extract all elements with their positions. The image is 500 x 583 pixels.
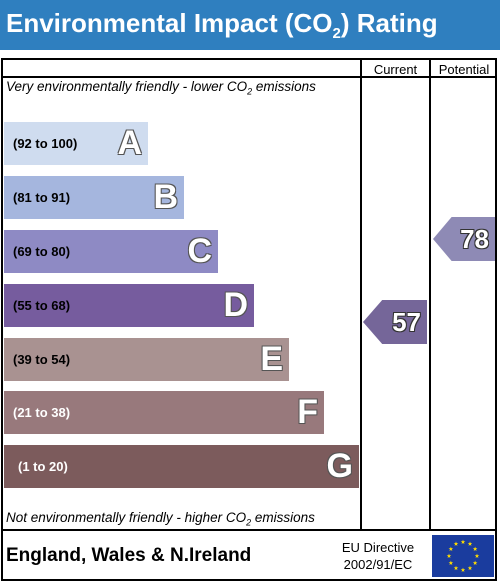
footer-region: England, Wales & N.Ireland [6,545,252,566]
band-d: (55 to 68) D [4,284,254,327]
eu-star-icon [460,567,466,572]
eu-star-icon [446,553,452,558]
top-note-subscript: 2 [247,86,253,97]
potential-rating-value: 78 [460,224,489,254]
band-a-range: (92 to 100) [13,136,78,151]
column-header-current: Current [373,62,418,77]
band-f-letter: F [297,393,318,431]
bottom-note-text: Not environmentally friendly - higher CO [6,510,247,525]
chart-frame [1,58,497,581]
band-c-letter: C [187,232,212,270]
band-d-letter: D [223,286,248,324]
title-bar: Environmental Impact (CO2) Rating [0,0,500,50]
column-header-potential: Potential [438,62,490,77]
eu-star-icon [467,565,473,571]
header-rule [1,76,497,78]
band-f-range: (21 to 38) [13,405,71,420]
divider-potential [429,58,431,530]
band-d-range: (55 to 68) [13,298,71,313]
eu-star-icon [467,541,473,546]
title-main: Environmental Impact (CO [6,8,333,38]
eu-stars-icon [446,539,480,572]
band-a-letter: A [117,124,142,162]
page-title: Environmental Impact (CO2) Rating [6,5,438,46]
band-b-range: (81 to 91) [13,190,71,205]
band-e-range: (39 to 54) [13,352,71,367]
eu-star-icon [472,560,478,565]
eu-star-icon [453,565,459,571]
top-note-text: Very environmentally friendly - lower CO [6,79,248,94]
eu-star-icon [448,560,454,565]
bottom-note-end: emissions [251,510,315,525]
top-note-end: emissions [252,79,316,94]
directive-line-1: EU Directive [341,540,415,555]
current-rating-value: 57 [392,307,421,337]
title-subscript: 2 [332,25,341,42]
band-e: (39 to 54) E [4,338,289,381]
eu-star-icon [460,539,466,544]
band-a: (92 to 100) A [4,122,148,165]
eu-star-icon [474,553,480,558]
band-b: (81 to 91) B [4,176,184,219]
title-end: ) Rating [340,8,438,38]
directive-line-2: 2002/91/EC [343,557,413,572]
bottom-note-subscript: 2 [246,517,252,528]
band-c-range: (69 to 80) [13,244,71,259]
eu-star-icon [448,546,454,551]
band-e-letter: E [260,340,283,378]
band-g: (1 to 20) G [4,445,359,488]
band-g-range: (1 to 20) [18,459,68,474]
footer-rule [1,529,497,531]
eu-flag-icon [432,535,494,577]
bottom-note: Not environmentally friendly - higher CO… [6,510,315,528]
footer-directive: EU Directive 2002/91/EC [333,539,423,573]
eu-star-icon [472,546,478,551]
band-b-letter: B [153,178,178,216]
top-note: Very environmentally friendly - lower CO… [6,79,316,97]
band-c: (69 to 80) C [4,230,218,273]
divider-current [360,58,362,530]
band-f: (21 to 38) F [4,391,324,434]
eu-star-icon [453,541,459,546]
band-g-letter: G [326,447,353,485]
